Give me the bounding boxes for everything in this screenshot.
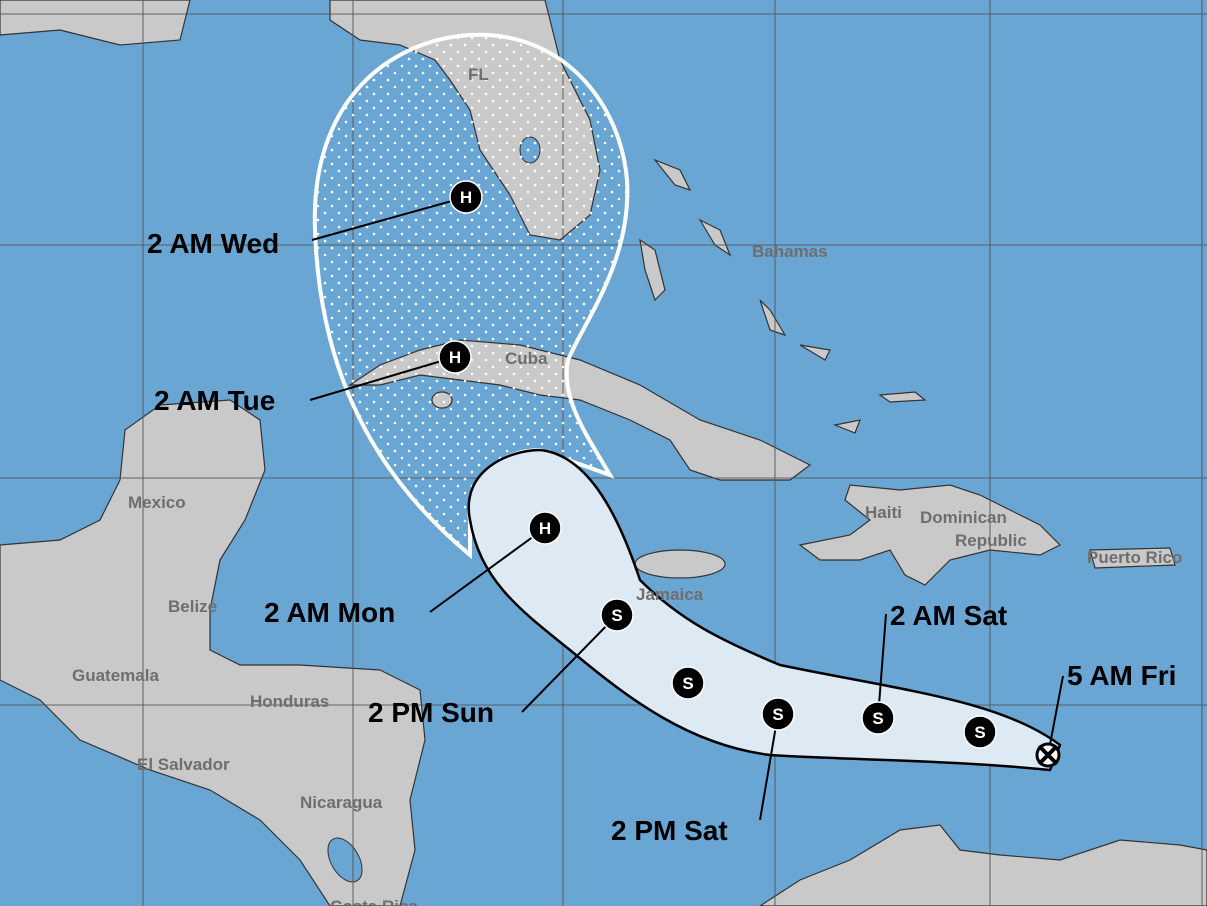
south-america: [758, 824, 1207, 906]
marker-symbol: H: [539, 519, 551, 538]
label-puerto-rico: Puerto Rico: [1087, 548, 1182, 567]
storm-marker-icon: [861, 701, 895, 735]
marker-symbol: S: [682, 674, 693, 693]
marker-symbol: H: [449, 348, 461, 367]
marker-symbol: S: [772, 705, 783, 724]
hurricane-marker-icon: [438, 340, 472, 374]
label-mexico: Mexico: [128, 493, 186, 512]
hurricane-marker-icon: [528, 511, 562, 545]
marker-symbol: S: [974, 723, 985, 742]
leader-line: [429, 527, 546, 613]
forecast-time-label: 5 AM Fri: [1067, 660, 1176, 691]
label-el-salvador: El Salvador: [137, 755, 230, 774]
bahamas-islands: [639, 158, 927, 434]
storm-marker-icon: [963, 715, 997, 749]
forecast-time-label: 2 AM Wed: [147, 228, 279, 259]
hurricane-marker-icon: [449, 180, 483, 214]
label-bahamas: Bahamas: [752, 242, 828, 261]
label-honduras: Honduras: [250, 692, 329, 711]
forecast-time-label: 2 PM Sat: [611, 815, 728, 846]
jamaica: [634, 549, 726, 579]
leader-line: [311, 196, 467, 241]
forecast-time-label: 2 AM Sat: [890, 600, 1007, 631]
leader-line: [521, 614, 618, 713]
storm-marker-icon: [671, 666, 705, 700]
x-marker-icon: [1037, 744, 1059, 766]
forecast-cone-days-1-3: [467, 448, 1062, 772]
label-guatemala: Guatemala: [72, 666, 159, 685]
label-haiti: Haiti: [865, 503, 902, 522]
label-nicaragua: Nicaragua: [300, 793, 383, 812]
leader-line: [309, 356, 456, 401]
label-costa-rica: Costa Rica: [330, 897, 418, 906]
marker-symbol: S: [872, 709, 883, 728]
hispaniola: [798, 484, 1062, 586]
label-cuba: Cuba: [505, 349, 548, 368]
leader-line: [759, 713, 779, 821]
label-belize: Belize: [168, 597, 217, 616]
label-jamaica: Jamaica: [636, 585, 704, 604]
storm-marker-icon: [600, 598, 634, 632]
puerto-rico: [1089, 547, 1176, 569]
central-america: [0, 399, 426, 906]
storm-marker-icon: [761, 697, 795, 731]
marker-symbol: S: [611, 606, 622, 625]
forecast-time-label: 2 PM Sun: [368, 697, 494, 728]
place-labels: FL Bahamas Cuba Mexico Belize Guatemala …: [72, 65, 1182, 906]
marker-symbol: H: [460, 188, 472, 207]
forecast-time-label: 2 AM Tue: [154, 385, 275, 416]
forecast-track: 5 AM Fri S 2 AM Sat S 2 PM Sat S S 2 PM Sun S 2 A…: [147, 180, 1176, 846]
label-republic: Republic: [955, 531, 1027, 550]
forecast-time-label: 2 AM Mon: [264, 597, 395, 628]
label-fl: FL: [468, 65, 489, 84]
forecast-cone-days-4-5: [312, 32, 630, 560]
label-dominican: Dominican: [920, 508, 1007, 527]
leader-line: [877, 613, 887, 719]
leader-line: [1047, 675, 1064, 756]
